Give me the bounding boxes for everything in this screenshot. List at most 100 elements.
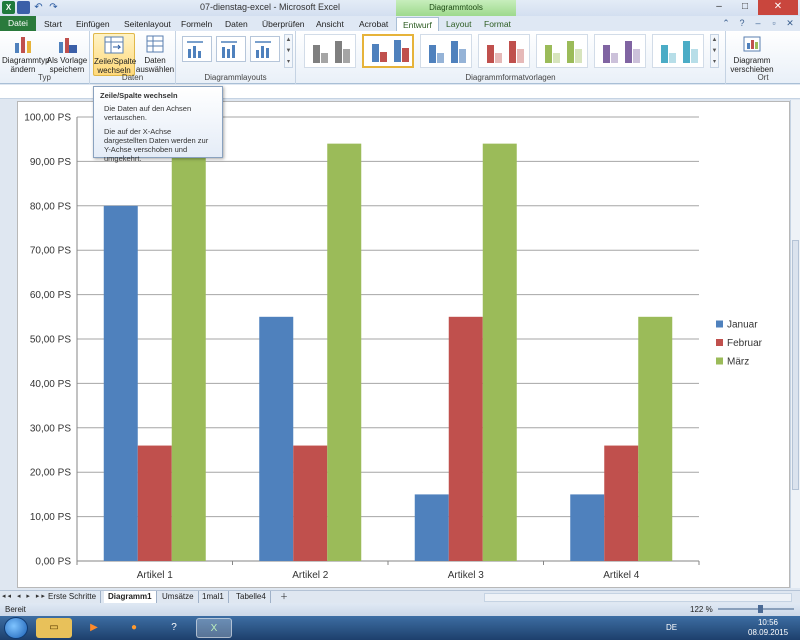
bar-märz	[327, 143, 362, 561]
undo-icon[interactable]: ↶	[34, 2, 43, 13]
tab-entwurf[interactable]: Entwurf	[396, 17, 439, 31]
chart-style-4[interactable]	[478, 34, 530, 68]
ribbon-tabs: Datei Start Einfügen Seitenlayout Formel…	[0, 16, 800, 31]
group-layouts-label: Diagrammlayouts	[204, 73, 267, 82]
save-icon[interactable]	[17, 1, 30, 14]
sheet-tab-bar: ◂◂ ◂ ▸ ▸▸ Erste Schritte Diagramm1 Umsät…	[0, 590, 800, 603]
tab-layout[interactable]: Layout	[446, 19, 472, 29]
tab-format[interactable]: Format	[484, 19, 511, 29]
bar-märz	[482, 143, 517, 561]
taskbar: ▭ ▶ ● ? X DE 10:56 08.09.2015	[0, 616, 800, 640]
tab-acrobat[interactable]: Acrobat	[359, 19, 389, 29]
maximize-icon[interactable]: □	[741, 1, 749, 12]
switch-row-column-label: Zeile/Spalte wechseln	[94, 57, 137, 75]
chart-layout-2[interactable]	[216, 36, 246, 62]
status-bar: Bereit 122 %	[0, 603, 800, 616]
y-tick-label: 10,00 PS	[30, 512, 71, 523]
select-data-button[interactable]: Daten auswählen	[134, 33, 176, 74]
chart-area[interactable]: 0,00 PS 10,00 PS 20,00 PS 30,00 PS 40,00 PS 5…	[17, 101, 790, 588]
bar-januar	[103, 205, 138, 562]
tab-datei[interactable]: Datei	[0, 16, 36, 31]
language-indicator[interactable]: DE	[666, 623, 678, 632]
chart-style-1[interactable]	[304, 34, 356, 68]
ribbon-right-icons: ⌃ ? – ▫ ✕	[720, 17, 796, 29]
tooltip-line-2: Die auf der X-Achse dargestellten Daten …	[104, 127, 209, 163]
doc-minimize-icon[interactable]: –	[755, 18, 761, 28]
zoom-slider[interactable]	[718, 605, 794, 613]
move-chart-button[interactable]: Diagramm verschieben	[730, 33, 774, 74]
legend-swatch	[716, 320, 723, 328]
bar-februar	[448, 316, 483, 561]
y-tick-label: 50,00 PS	[30, 335, 71, 346]
new-sheet-icon[interactable]: ＋	[280, 592, 288, 601]
zoom-slider-knob[interactable]	[758, 605, 763, 613]
tab-formeln[interactable]: Formeln	[181, 19, 213, 29]
group-typ-label: Typ	[38, 73, 51, 82]
tab-daten[interactable]: Daten	[225, 19, 248, 29]
legend-label: Januar	[727, 320, 758, 331]
bar-märz	[171, 143, 206, 561]
chart-style-6[interactable]	[594, 34, 646, 68]
chart-layout-3[interactable]	[250, 36, 280, 62]
close-icon[interactable]: ✕	[758, 0, 798, 15]
save-as-template-button[interactable]: Als Vorlage speichern	[46, 33, 88, 74]
bar-januar	[414, 494, 449, 561]
vertical-scroll-thumb[interactable]	[792, 240, 799, 490]
sheet-nav-arrows[interactable]: ◂◂ ◂ ▸ ▸▸	[2, 593, 47, 600]
excel-logo-icon[interactable]: X	[2, 1, 15, 14]
change-chart-type-button[interactable]: Diagrammtyp ändern	[2, 33, 50, 74]
doc-close-icon[interactable]: ✕	[786, 18, 794, 28]
vertical-scrollbar[interactable]	[790, 100, 800, 588]
ribbon-minimize-icon[interactable]: ⌃	[722, 18, 730, 28]
bar-chart[interactable]: 0,00 PS 10,00 PS 20,00 PS 30,00 PS 40,00 PS 5…	[18, 102, 789, 587]
windows-start-icon[interactable]	[4, 617, 28, 639]
layouts-gallery-scroll[interactable]: ▲ ▼ ▾	[284, 34, 293, 68]
help-support-icon[interactable]: ?	[171, 622, 177, 633]
y-tick-label: 90,00 PS	[30, 157, 71, 168]
sheet-tab-umsaetze[interactable]: Umsätze	[158, 591, 199, 603]
redo-icon[interactable]: ↷	[49, 2, 58, 13]
quick-access-toolbar: X ↶ ↷	[2, 1, 60, 14]
sheet-tab-erste-schritte[interactable]: Erste Schritte	[44, 591, 102, 603]
tab-ueberpruefen[interactable]: Überprüfen	[262, 19, 305, 29]
minimize-icon[interactable]: –	[716, 1, 722, 12]
y-tick-label: 30,00 PS	[30, 423, 71, 434]
chart-style-7[interactable]	[652, 34, 704, 68]
chart-style-5[interactable]	[536, 34, 588, 68]
bar-februar	[293, 445, 328, 561]
doc-restore-icon[interactable]: ▫	[772, 18, 776, 28]
sheet-tab-1mal1[interactable]: 1mal1	[198, 591, 229, 603]
sheet-tab-tabelle4[interactable]: Tabelle4	[232, 591, 271, 603]
firefox-icon[interactable]: ●	[130, 622, 138, 633]
tab-einfuegen[interactable]: Einfügen	[76, 19, 110, 29]
window-controls: – □ ✕	[706, 0, 798, 15]
sheet-tab-diagramm1[interactable]: Diagramm1	[104, 591, 157, 603]
context-tools-header: Diagrammtools	[396, 0, 516, 16]
excel-taskbar-icon[interactable]: X	[196, 618, 232, 638]
chart-style-2[interactable]	[362, 34, 414, 68]
legend-label: März	[727, 357, 749, 368]
styles-gallery-scroll[interactable]: ▲ ▼ ▾	[710, 34, 719, 68]
select-data-icon	[144, 33, 166, 55]
clock[interactable]: 10:56 08.09.2015	[748, 618, 788, 638]
chart-layout-1[interactable]	[182, 36, 212, 62]
chart-type-icon	[12, 33, 34, 55]
move-chart-label: Diagramm verschieben	[730, 56, 774, 74]
help-icon[interactable]: ?	[739, 18, 745, 28]
explorer-icon[interactable]: ▭	[36, 618, 72, 638]
y-tick-label: 70,00 PS	[30, 246, 71, 257]
title-bar: X ↶ ↷ 07-dienstag-excel - Microsoft Exce…	[0, 0, 800, 16]
switch-row-column-button[interactable]: Zeile/Spalte wechseln	[93, 33, 137, 76]
tab-seitenlayout[interactable]: Seitenlayout	[124, 19, 171, 29]
switch-row-column-tooltip: Zeile/Spalte wechseln Die Daten auf den …	[93, 86, 223, 163]
ribbon: Diagrammtyp ändern Als Vorlage speichern…	[0, 31, 800, 84]
zoom-level[interactable]: 122 %	[690, 605, 713, 614]
horizontal-scrollbar[interactable]	[484, 593, 792, 602]
media-player-icon[interactable]: ▶	[90, 622, 98, 633]
tab-ansicht[interactable]: Ansicht	[316, 19, 344, 29]
chart-style-3[interactable]	[420, 34, 472, 68]
group-daten-label: Daten	[121, 73, 144, 82]
legend-label: Februar	[727, 338, 763, 349]
bar-februar	[604, 445, 639, 561]
tab-start[interactable]: Start	[44, 19, 62, 29]
